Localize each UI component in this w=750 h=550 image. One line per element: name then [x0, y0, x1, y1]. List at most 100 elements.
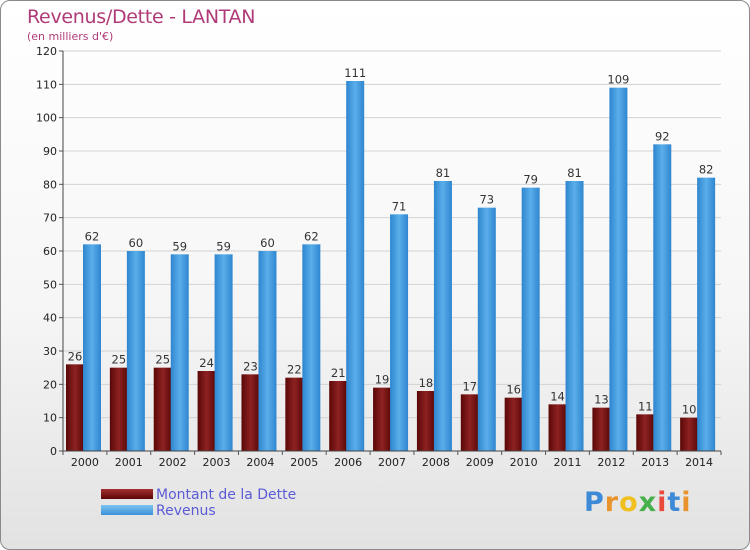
y-tick-label: 40 [43, 312, 57, 325]
bar-debt-2004 [241, 374, 260, 451]
value-label-revenus: 73 [479, 193, 494, 207]
bar-revenus-2007 [390, 214, 409, 451]
x-tick-label: 2000 [71, 456, 99, 469]
value-label-debt: 23 [243, 359, 258, 373]
bar-debt-2009 [460, 394, 479, 451]
bar-revenus-2009 [477, 207, 496, 451]
chart-subtitle: (en milliers d'€) [27, 30, 114, 43]
bars [66, 81, 716, 452]
bar-revenus-2013 [653, 144, 672, 452]
value-label-debt: 22 [287, 363, 302, 377]
legend-swatch-revenus [101, 505, 153, 515]
value-label-revenus: 59 [216, 239, 231, 253]
chart-title: Revenus/Dette - LANTAN [27, 6, 256, 28]
y-tick-label: 100 [36, 112, 57, 125]
y-tick-label: 0 [50, 445, 57, 458]
y-tick-label: 80 [43, 178, 57, 191]
x-tick-label: 2010 [510, 456, 538, 469]
value-label-revenus: 92 [655, 129, 670, 143]
y-tick-label: 110 [36, 78, 57, 91]
legend-label-debt: Montant de la Dette [156, 487, 297, 503]
x-tick-label: 2006 [334, 456, 362, 469]
logo-letter: r [604, 487, 620, 518]
bar-debt-2000 [66, 364, 84, 451]
bar-revenus-2012 [609, 87, 628, 452]
value-label-revenus: 60 [260, 236, 275, 250]
bar-debt-2014 [680, 417, 699, 451]
bar-revenus-2002 [170, 254, 189, 451]
value-label-debt: 13 [594, 393, 609, 407]
bar-revenus-2000 [83, 244, 101, 451]
bar-debt-2003 [197, 371, 216, 451]
logo-letter: i [681, 487, 692, 518]
logo-letter: t [667, 487, 682, 518]
value-label-revenus: 109 [607, 73, 629, 87]
bar-debt-2002 [153, 367, 172, 451]
bar-revenus-2011 [565, 181, 584, 451]
bar-debt-2005 [285, 377, 304, 451]
value-label-revenus: 62 [304, 229, 319, 243]
value-label-revenus: 71 [392, 199, 407, 213]
y-tick-label: 50 [43, 278, 57, 291]
value-label-revenus: 60 [129, 236, 144, 250]
x-tick-label: 2014 [685, 456, 713, 469]
bar-debt-2006 [329, 381, 348, 451]
bar-debt-2010 [504, 397, 523, 451]
value-label-debt: 18 [419, 376, 434, 390]
value-labels: 26 62 25 60 25 59 24 59 23 60 22 62 21 111 19 71 18 81 17 7… [68, 66, 714, 417]
value-label-debt: 11 [638, 399, 653, 413]
bar-revenus-2006 [346, 81, 365, 451]
logo-letter: o [619, 487, 639, 518]
x-tick-label: 2011 [553, 456, 581, 469]
x-tick-label: 2013 [641, 456, 669, 469]
x-tick-label: 2007 [378, 456, 406, 469]
value-label-debt: 21 [331, 366, 346, 380]
value-label-debt: 24 [199, 356, 214, 370]
bar-debt-2013 [636, 414, 655, 451]
bar-revenus-2010 [521, 187, 540, 451]
value-label-revenus: 62 [85, 229, 100, 243]
x-tick-label: 2002 [159, 456, 187, 469]
x-tick-label: 2004 [246, 456, 274, 469]
logo-letter: x [638, 487, 658, 518]
y-tick-label: 120 [36, 45, 57, 58]
value-label-debt: 19 [375, 373, 390, 387]
bar-revenus-2008 [433, 181, 452, 451]
bar-revenus-2004 [258, 251, 277, 451]
value-label-debt: 25 [112, 353, 127, 367]
value-label-debt: 14 [550, 389, 565, 403]
value-label-debt: 16 [506, 383, 521, 397]
value-label-revenus: 111 [344, 66, 366, 80]
y-tick-label: 10 [43, 412, 57, 425]
value-label-revenus: 81 [436, 166, 451, 180]
value-label-revenus: 82 [699, 163, 714, 177]
value-label-debt: 26 [68, 349, 83, 363]
legend-label-revenus: Revenus [156, 503, 216, 519]
x-tick-label: 2009 [466, 456, 494, 469]
bar-revenus-2005 [302, 244, 321, 451]
logo-letter: i [657, 487, 668, 518]
legend-swatch-debt [101, 489, 153, 499]
bar-debt-2011 [548, 404, 567, 451]
x-tick-label: 2005 [290, 456, 318, 469]
y-tick-label: 60 [43, 245, 57, 258]
x-tick-label: 2003 [203, 456, 231, 469]
bar-revenus-2001 [126, 251, 145, 451]
value-label-revenus: 81 [567, 166, 582, 180]
logo-letter: P [584, 487, 605, 518]
x-tick-label: 2001 [115, 456, 143, 469]
y-tick-label: 20 [43, 378, 57, 391]
y-tick-label: 30 [43, 345, 57, 358]
value-label-debt: 25 [155, 353, 170, 367]
value-label-debt: 10 [682, 403, 697, 417]
value-label-debt: 17 [462, 379, 477, 393]
axes: 0 10 20 30 40 50 60 70 80 90 100 110 120 2000 2001 2002… [36, 45, 722, 469]
bar-revenus-2003 [214, 254, 233, 451]
x-tick-label: 2008 [422, 456, 450, 469]
proxiti-logo: Proxiti [584, 487, 692, 518]
x-tick-label: 2012 [597, 456, 625, 469]
bar-debt-2012 [592, 407, 611, 451]
value-label-revenus: 79 [523, 173, 538, 187]
